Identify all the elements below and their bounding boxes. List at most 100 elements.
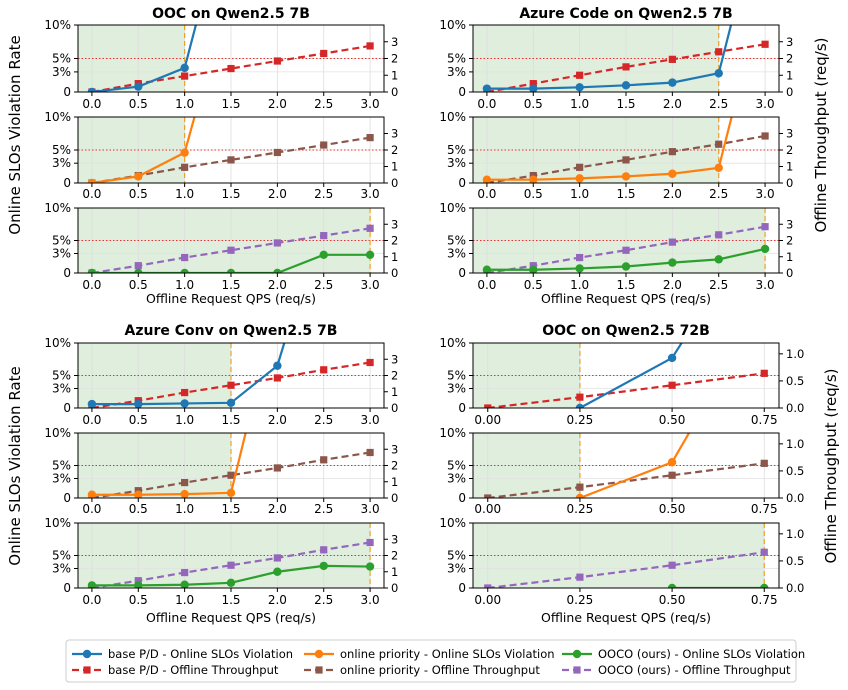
x-tick-label: 0.00 xyxy=(474,502,501,516)
x-tick-label: 1.5 xyxy=(221,187,240,201)
violation-marker xyxy=(668,169,677,178)
violation-marker xyxy=(87,268,97,273)
x-tick-label: 2.0 xyxy=(268,593,287,607)
violation-marker xyxy=(134,172,143,181)
throughput-marker xyxy=(134,577,142,585)
x-tick-label: 1.5 xyxy=(221,97,240,111)
x-tick-label: 0.0 xyxy=(82,593,101,607)
left-tick-label: 3% xyxy=(447,562,466,576)
left-tick-label: 5% xyxy=(447,459,466,473)
violation-marker xyxy=(621,262,631,271)
left-tick-label: 10% xyxy=(44,201,71,215)
right-tick-label: 1 xyxy=(786,160,793,174)
violation-marker xyxy=(180,580,189,588)
throughput-marker xyxy=(668,55,676,63)
violation-marker xyxy=(529,265,538,273)
right-tick-label: 1 xyxy=(391,385,398,399)
legend-marker xyxy=(82,649,92,659)
right-tick-label: 0 xyxy=(391,401,398,415)
x-tick-label: 1.5 xyxy=(616,278,635,292)
left-tick-label: 0 xyxy=(63,581,71,595)
violation-marker xyxy=(180,399,189,408)
left-tick-label: 0 xyxy=(63,85,71,99)
throughput-line xyxy=(487,551,765,588)
violation-marker xyxy=(714,69,723,78)
x-tick-label: 0.5 xyxy=(129,593,148,607)
panel-frame xyxy=(77,24,385,93)
panel-frame xyxy=(472,432,780,499)
violation-marker xyxy=(482,175,492,183)
right-tick-label: 2 xyxy=(786,143,793,157)
panel-2: 0 3%5% 10% 0 1 2 3 xyxy=(44,201,398,280)
x-tick-label: 0.5 xyxy=(129,413,148,427)
data-series xyxy=(482,25,769,92)
x-tick-label: 3.0 xyxy=(756,97,775,111)
violation-marker xyxy=(668,78,677,87)
throughput-marker xyxy=(181,478,189,487)
violation-marker xyxy=(760,244,770,254)
x-tick-label: 2.0 xyxy=(268,413,287,427)
data-series xyxy=(87,224,375,273)
x-tick-label: 2.0 xyxy=(663,97,682,111)
violation-marker xyxy=(180,489,189,498)
right-tick-label: 2 xyxy=(391,549,398,563)
left-tick-label: 5% xyxy=(447,369,466,383)
throughput-marker xyxy=(484,584,492,588)
panel-frame xyxy=(77,116,385,184)
violation-marker xyxy=(529,84,538,92)
x-tick-label: 1.0 xyxy=(175,413,194,427)
left-tick-label: 0 xyxy=(63,491,71,505)
legend-label: OOCO (ours) - Online SLOs Violation xyxy=(598,647,805,661)
x-axis-label: Offline Request QPS (req/s) xyxy=(146,291,316,306)
x-tick-label: 0.5 xyxy=(524,187,543,201)
right-tick-label: 0 xyxy=(391,176,398,190)
x-tick-label: 0.0 xyxy=(82,278,101,292)
right-tick-label: 1.0 xyxy=(786,347,804,361)
right-tick-label: 1 xyxy=(391,250,398,264)
legend-label: online priority - Offline Throughput xyxy=(340,663,540,677)
left-tick-label: 0 xyxy=(63,266,71,280)
left-tick-label: 10% xyxy=(439,336,466,350)
throughput-marker xyxy=(484,494,492,498)
x-axis-label: Offline Request QPS (req/s) xyxy=(146,610,316,625)
throughput-marker xyxy=(484,404,492,408)
x-tick-label: 3.0 xyxy=(361,413,380,427)
throughput-line xyxy=(487,462,765,498)
x-tick-label: 0.0 xyxy=(477,97,496,111)
throughput-marker xyxy=(273,554,281,562)
right-tick-label: 0 xyxy=(391,85,398,99)
x-tick-label: 0.0 xyxy=(82,187,101,201)
x-tick-label: 2.5 xyxy=(314,187,333,201)
x-tick-label: 1.5 xyxy=(221,593,240,607)
right-tick-label: 3 xyxy=(391,35,398,49)
throughput-marker xyxy=(320,366,328,374)
violation-marker xyxy=(273,567,282,576)
panel-1: 0 3%5% 10% 0 1 2 3 xyxy=(44,426,398,505)
throughput-marker xyxy=(320,456,328,464)
throughput-marker xyxy=(576,253,584,262)
throughput-marker xyxy=(366,134,374,142)
left-tick-label: 5% xyxy=(52,234,71,248)
right-tick-label: 3 xyxy=(391,352,398,366)
left-tick-label: 0 xyxy=(458,581,466,595)
right-tick-label: 0.0 xyxy=(786,401,804,415)
left-tick-label: 5% xyxy=(447,143,466,157)
violation-marker xyxy=(365,250,375,259)
x-tick-label: 2.5 xyxy=(314,593,333,607)
right-tick-label: 2 xyxy=(786,52,793,66)
throughput-marker xyxy=(760,369,768,377)
throughput-marker xyxy=(529,80,537,88)
x-tick-label: 1.5 xyxy=(616,97,635,111)
x-tick-label: 1.5 xyxy=(221,413,240,427)
violation-line xyxy=(91,25,198,92)
violation-marker xyxy=(760,583,769,588)
right-tick-label: 1.0 xyxy=(786,527,804,541)
left-tick-label: 3% xyxy=(52,65,71,79)
x-tick-label: 0.25 xyxy=(567,502,594,516)
panel-frame xyxy=(77,342,385,409)
throughput-marker xyxy=(366,358,374,367)
x-tick-label: 0.5 xyxy=(524,278,543,292)
subplot-2: Azure Conv on Qwen2.5 7B03%5%10%012303%5… xyxy=(44,323,398,625)
left-tick-label: 0 xyxy=(458,85,466,99)
x-tick-label: 1.0 xyxy=(175,278,194,292)
